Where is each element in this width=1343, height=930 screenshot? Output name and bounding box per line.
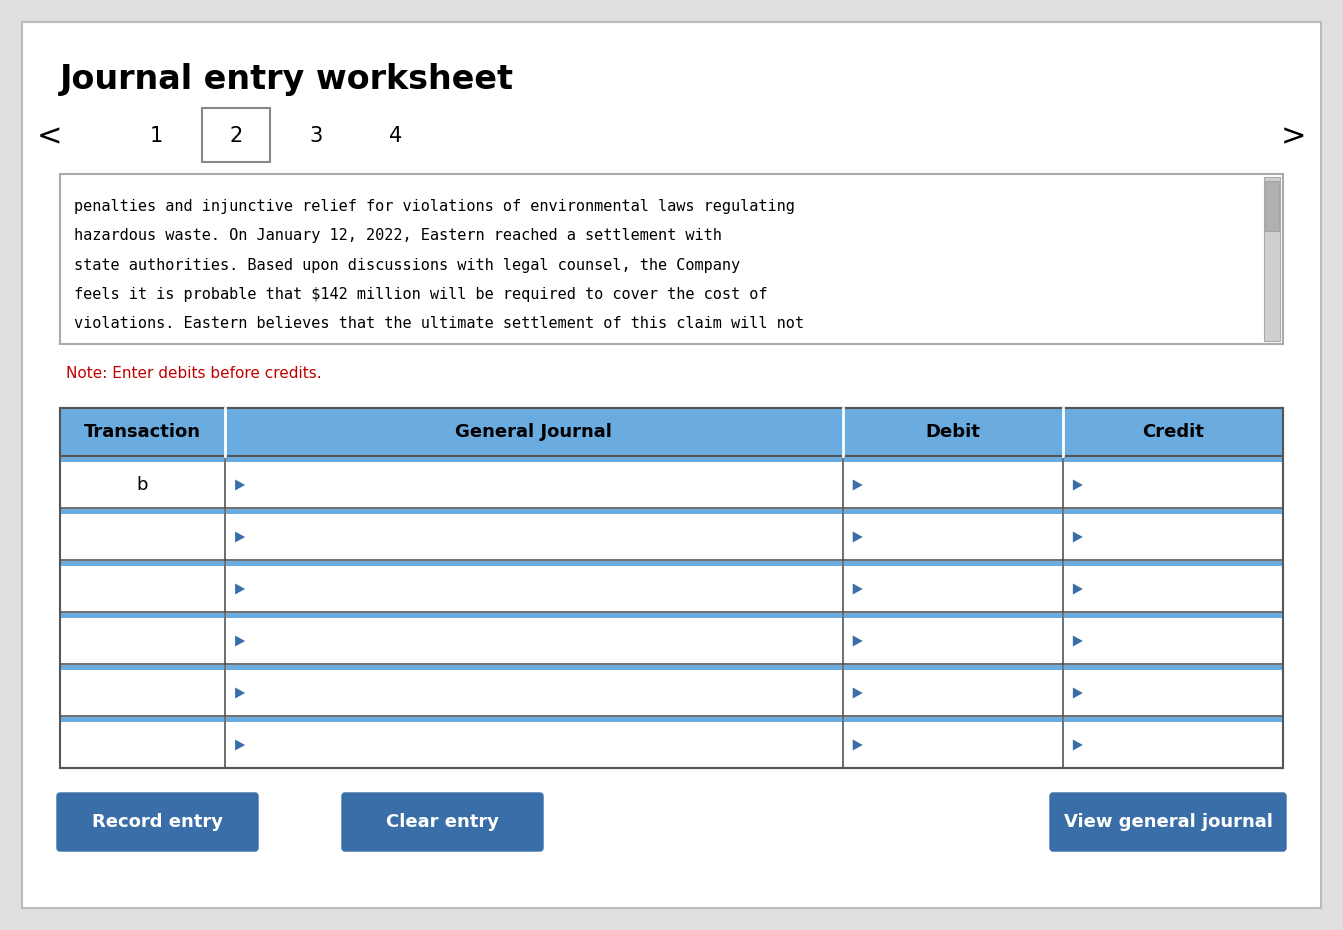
Text: 4: 4 — [389, 126, 403, 146]
Text: Journal entry worksheet: Journal entry worksheet — [60, 63, 514, 97]
Polygon shape — [853, 635, 862, 646]
Bar — [226, 665, 842, 670]
Bar — [60, 613, 224, 618]
Text: General Journal: General Journal — [455, 423, 612, 441]
Text: Debit: Debit — [925, 423, 980, 441]
Polygon shape — [235, 583, 246, 594]
Text: penalties and injunctive relief for violations of environmental laws regulating: penalties and injunctive relief for viol… — [74, 199, 795, 214]
FancyBboxPatch shape — [1050, 793, 1287, 851]
FancyBboxPatch shape — [342, 793, 543, 851]
Text: Transaction: Transaction — [85, 423, 201, 441]
Bar — [60, 561, 224, 566]
Bar — [226, 717, 842, 722]
Polygon shape — [1073, 583, 1082, 594]
Polygon shape — [235, 480, 246, 490]
Bar — [843, 717, 1062, 722]
Text: b: b — [137, 476, 148, 494]
Bar — [1064, 561, 1283, 566]
Polygon shape — [1073, 687, 1082, 698]
Text: >: > — [1280, 123, 1305, 152]
Bar — [843, 561, 1062, 566]
Text: feels it is probable that $142 million will be required to cover the cost of: feels it is probable that $142 million w… — [74, 286, 767, 302]
Text: hazardous waste. On January 12, 2022, Eastern reached a settlement with: hazardous waste. On January 12, 2022, Ea… — [74, 228, 723, 244]
Polygon shape — [1073, 635, 1082, 646]
Bar — [60, 408, 1283, 456]
Polygon shape — [1073, 480, 1082, 490]
Bar — [843, 613, 1062, 618]
Bar — [226, 457, 842, 462]
Bar — [226, 509, 842, 514]
Bar — [1064, 457, 1283, 462]
Bar — [226, 613, 842, 618]
Polygon shape — [853, 583, 862, 594]
Text: 3: 3 — [309, 126, 322, 146]
Bar — [1265, 181, 1279, 231]
Text: 2: 2 — [230, 126, 243, 146]
Polygon shape — [853, 687, 862, 698]
Text: state authorities. Based upon discussions with legal counsel, the Company: state authorities. Based upon discussion… — [74, 258, 740, 272]
Bar — [1264, 177, 1280, 341]
Bar — [60, 457, 224, 462]
Text: Credit: Credit — [1142, 423, 1203, 441]
Text: 1: 1 — [149, 126, 163, 146]
Bar — [1064, 509, 1283, 514]
Bar — [843, 665, 1062, 670]
Text: Note: Enter debits before credits.: Note: Enter debits before credits. — [66, 366, 321, 381]
Bar — [1064, 717, 1283, 722]
Bar — [1064, 665, 1283, 670]
Bar — [60, 509, 224, 514]
Polygon shape — [853, 532, 862, 542]
Polygon shape — [235, 739, 246, 751]
Bar — [60, 174, 1283, 344]
FancyBboxPatch shape — [56, 793, 258, 851]
Polygon shape — [235, 687, 246, 698]
Bar — [60, 408, 1283, 768]
Bar — [843, 509, 1062, 514]
Text: Record entry: Record entry — [93, 813, 223, 831]
Text: violations. Eastern believes that the ultimate settlement of this claim will not: violations. Eastern believes that the ul… — [74, 316, 804, 331]
Text: View general journal: View general journal — [1064, 813, 1272, 831]
Polygon shape — [235, 635, 246, 646]
Polygon shape — [853, 739, 862, 751]
Bar — [1064, 613, 1283, 618]
Bar — [60, 717, 224, 722]
Polygon shape — [235, 532, 246, 542]
Text: Clear entry: Clear entry — [385, 813, 500, 831]
Bar — [60, 665, 224, 670]
Bar — [843, 457, 1062, 462]
Bar — [226, 561, 842, 566]
Polygon shape — [1073, 532, 1082, 542]
Polygon shape — [1073, 739, 1082, 751]
Polygon shape — [853, 480, 862, 490]
Bar — [201, 108, 270, 162]
Text: <: < — [38, 123, 63, 152]
